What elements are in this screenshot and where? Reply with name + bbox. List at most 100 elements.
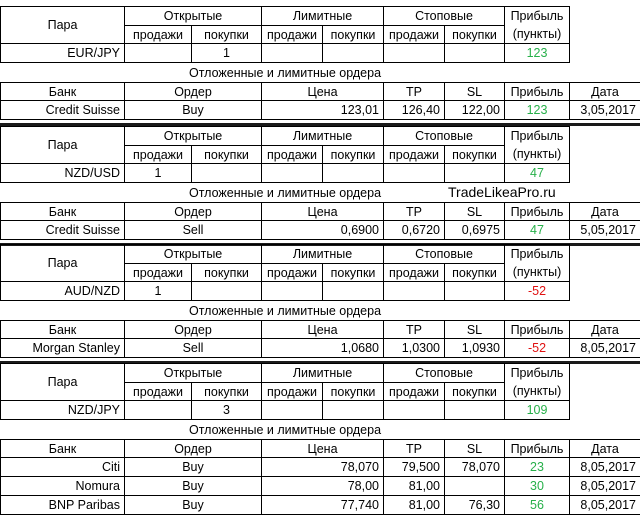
bank-name: Morgan Stanley xyxy=(0,339,125,358)
tp-header: TP xyxy=(384,82,445,101)
empty-cell xyxy=(262,401,323,420)
sell-subheader: продажи xyxy=(384,145,445,164)
open-sell-value: 1 xyxy=(125,282,192,301)
pair-header: Пара xyxy=(0,363,125,401)
stop-header: Стоповые xyxy=(384,244,505,263)
open-buy-value xyxy=(192,164,262,183)
order-type: Buy xyxy=(125,101,262,120)
bank-header: Банк xyxy=(0,439,125,458)
bank-name: Credit Suisse xyxy=(0,101,125,120)
buy-subheader: покупки xyxy=(323,145,384,164)
pending-title-row: Отложенные и лимитные ордера xyxy=(0,183,640,202)
sl-header: SL xyxy=(445,82,505,101)
order-row: Credit Suisse Sell 0,6900 0,6720 0,6975 47 5,0… xyxy=(0,221,640,240)
order-tp: 1,0300 xyxy=(384,339,445,358)
pair-name: NZD/USD xyxy=(0,164,125,183)
block-separator xyxy=(0,123,640,126)
pair-header: Пара xyxy=(0,6,125,44)
limit-header: Лимитные xyxy=(262,244,384,263)
order-tp: 81,00 xyxy=(384,496,445,515)
order-profit: 56 xyxy=(505,496,570,515)
sell-subheader: продажи xyxy=(384,382,445,401)
order-sl xyxy=(445,477,505,496)
order-row: Nomura Buy 78,00 81,00 30 8,05,2017 xyxy=(0,477,640,496)
open-sell-value xyxy=(125,44,192,63)
buy-subheader: покупки xyxy=(192,263,262,282)
bank-name: Credit Suisse xyxy=(0,221,125,240)
order-sl: 0,6975 xyxy=(445,221,505,240)
order-tp: 126,40 xyxy=(384,101,445,120)
order-type: Sell xyxy=(125,339,262,358)
buy-subheader: покупки xyxy=(445,263,505,282)
bank-header: Банк xyxy=(0,82,125,101)
pair-row: EUR/JPY 1 123 xyxy=(0,44,640,63)
order-price: 77,740 xyxy=(262,496,384,515)
pending-orders-title: Отложенные и лимитные ордера xyxy=(188,185,382,200)
empty-cell xyxy=(445,401,505,420)
pair-row: NZD/JPY 3 109 xyxy=(0,401,640,420)
profit-header: Прибыль xyxy=(505,439,570,458)
open-header: Открытые xyxy=(125,126,262,145)
order-row: Citi Buy 78,070 79,500 78,070 23 8,05,2017 xyxy=(0,458,640,477)
pending-title-row: Отложенные и лимитные ордера xyxy=(0,63,640,82)
empty-cell xyxy=(384,44,445,63)
stop-header: Стоповые xyxy=(384,126,505,145)
pair-profit: -52 xyxy=(505,282,570,301)
empty-cell xyxy=(384,282,445,301)
order-date: 8,05,2017 xyxy=(570,458,640,477)
bank-name: BNP Paribas xyxy=(0,496,125,515)
sell-subheader: продажи xyxy=(262,145,323,164)
sl-header: SL xyxy=(445,439,505,458)
pair-header: Пара xyxy=(0,126,125,164)
bank-name: Nomura xyxy=(0,477,125,496)
profit-header: Прибыль xyxy=(505,82,570,101)
order-date: 3,05,2017 xyxy=(570,101,640,120)
profit-header: Прибыль xyxy=(505,244,570,263)
buy-subheader: покупки xyxy=(445,25,505,44)
date-header: Дата xyxy=(570,82,640,101)
empty-cell xyxy=(262,282,323,301)
order-date: 8,05,2017 xyxy=(570,496,640,515)
order-type: Buy xyxy=(125,458,262,477)
order-profit: 47 xyxy=(505,221,570,240)
bank-header: Банк xyxy=(0,320,125,339)
order-date: 5,05,2017 xyxy=(570,221,640,240)
pair-profit: 123 xyxy=(505,44,570,63)
buy-subheader: покупки xyxy=(192,25,262,44)
limit-header: Лимитные xyxy=(262,6,384,25)
profit-header: Прибыль xyxy=(505,363,570,382)
tp-header: TP xyxy=(384,320,445,339)
pending-title-row: Отложенные и лимитные ордера xyxy=(0,301,640,320)
order-profit: 23 xyxy=(505,458,570,477)
empty-cell xyxy=(262,44,323,63)
pair-name: AUD/NZD xyxy=(0,282,125,301)
limit-header: Лимитные xyxy=(262,126,384,145)
tp-header: TP xyxy=(384,439,445,458)
points-subheader: (пункты) xyxy=(505,25,570,44)
empty-cell xyxy=(262,164,323,183)
sell-subheader: продажи xyxy=(125,25,192,44)
sell-subheader: продажи xyxy=(384,263,445,282)
profit-header: Прибыль xyxy=(505,202,570,221)
date-header: Дата xyxy=(570,202,640,221)
open-sell-value xyxy=(125,401,192,420)
empty-cell xyxy=(323,164,384,183)
order-profit: 123 xyxy=(505,101,570,120)
header-rows: Пара Открытые Лимитные Стоповые Прибыль прода… xyxy=(0,244,640,282)
order-sl: 78,070 xyxy=(445,458,505,477)
buy-subheader: покупки xyxy=(445,382,505,401)
price-header: Цена xyxy=(262,82,384,101)
pair-row: AUD/NZD 1 -52 xyxy=(0,282,640,301)
bank-header-row: Банк Ордер Цена TP SL Прибыль Дата xyxy=(0,320,640,339)
order-sl: 1,0930 xyxy=(445,339,505,358)
sell-subheader: продажи xyxy=(262,25,323,44)
empty-cell xyxy=(445,164,505,183)
open-header: Открытые xyxy=(125,6,262,25)
price-header: Цена xyxy=(262,320,384,339)
price-header: Цена xyxy=(262,202,384,221)
open-buy-value: 1 xyxy=(192,44,262,63)
open-buy-value xyxy=(192,282,262,301)
watermark-text: TradeLikeaPro.ru xyxy=(448,184,556,200)
buy-subheader: покупки xyxy=(192,145,262,164)
sell-subheader: продажи xyxy=(125,263,192,282)
